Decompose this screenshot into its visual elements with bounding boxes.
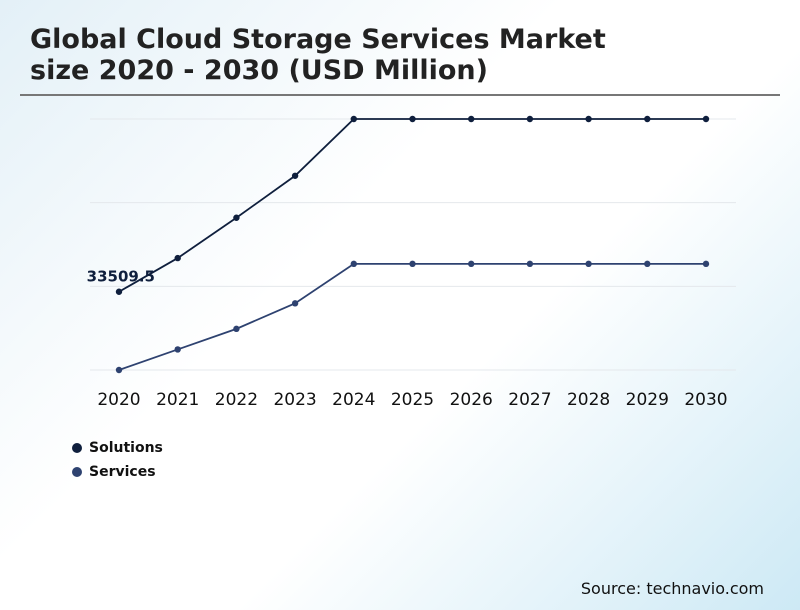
x-tick-label: 2023: [273, 390, 316, 410]
legend-label: Solutions: [89, 440, 163, 456]
data-point-services: [526, 260, 534, 268]
chart-title: Global Cloud Storage Services Market siz…: [30, 24, 606, 86]
data-point-solutions: [409, 115, 416, 123]
legend: Solutions Services: [72, 436, 163, 484]
series-line-services: [118, 262, 706, 371]
data-point-solutions: [702, 115, 710, 123]
data-point-solutions: [233, 214, 240, 221]
title-divider: [20, 94, 780, 96]
series-layer: [115, 115, 710, 374]
x-tick-label: 2024: [332, 390, 375, 410]
x-tick-label: 2028: [567, 390, 610, 410]
x-tick-label: 2025: [391, 390, 434, 410]
x-tick-label: 2020: [97, 390, 140, 410]
legend-label: Services: [89, 464, 156, 480]
source-note: Source: technavio.com: [580, 579, 764, 598]
data-point-solutions: [585, 115, 592, 123]
data-label: 33509.5: [87, 268, 155, 286]
data-point-solutions: [644, 115, 651, 123]
data-point-services: [233, 325, 240, 333]
data-point-solutions: [468, 115, 475, 123]
data-point-solutions: [526, 115, 534, 123]
legend-marker: [72, 467, 82, 477]
x-tick-label: 2027: [508, 390, 551, 410]
x-tick-label: 2029: [626, 390, 669, 410]
data-point-solutions: [115, 288, 123, 295]
data-point-services: [644, 260, 651, 268]
legend-item-solutions: Solutions: [72, 436, 163, 460]
data-point-solutions: [350, 115, 357, 123]
data-point-solutions: [174, 254, 181, 262]
legend-item-services: Services: [72, 460, 163, 484]
data-point-services: [468, 260, 475, 268]
data-point-services: [702, 260, 710, 268]
x-tick-label: 2022: [215, 390, 258, 410]
label-layer: 2020 2021 2022 2023 2024 2025 2026 2027 2028 2029…: [87, 268, 728, 410]
x-tick-label: 2026: [450, 390, 493, 410]
x-tick-label: 2021: [156, 390, 199, 410]
x-tick-label: 2030: [684, 390, 727, 410]
data-point-services: [174, 346, 181, 353]
data-point-services: [585, 260, 592, 268]
data-point-services: [291, 300, 299, 307]
data-point-services: [115, 366, 123, 374]
legend-marker: [72, 443, 82, 453]
data-point-services: [409, 260, 416, 268]
gridlines: [90, 118, 736, 371]
data-point-solutions: [291, 172, 299, 179]
data-point-services: [350, 260, 357, 268]
